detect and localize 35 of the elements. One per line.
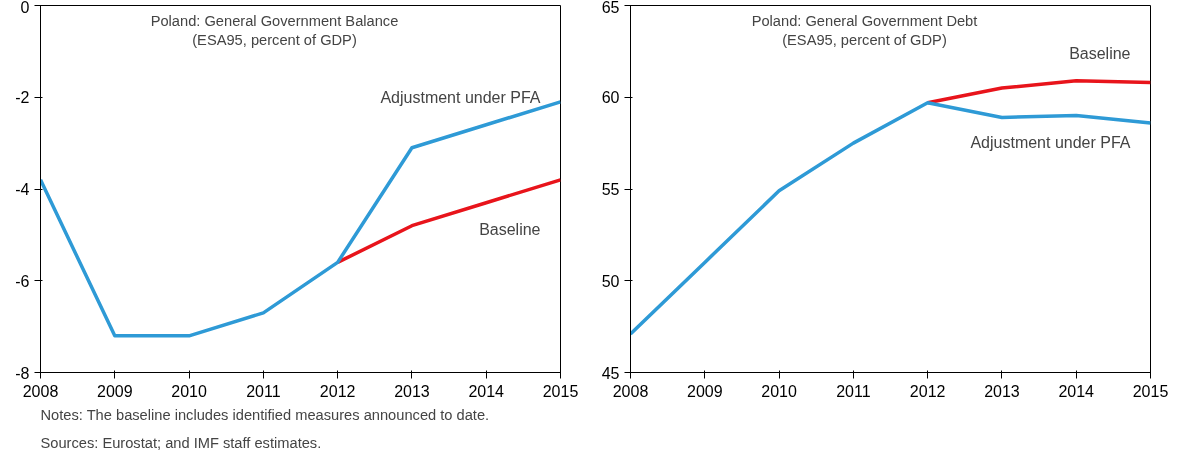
x-tick-label: 2012	[319, 382, 356, 400]
x-tick-label: 2013	[394, 382, 430, 400]
y-tick-label: -6	[15, 272, 30, 290]
x-tick-label: 2015	[1132, 382, 1169, 400]
text: Notes: The baseline includes identified measures announced to date.	[40, 406, 490, 423]
x-tick-label: 2008	[612, 382, 649, 400]
text: Poland: General Government Balance (ESA95, percent of GDP)	[150, 12, 399, 49]
text: Poland: General Government Debt (ESA95, percent of GDP)	[751, 12, 978, 49]
y-tick-label: -8	[15, 364, 30, 382]
y-tick-label: -4	[15, 181, 30, 198]
x-tick-label: 2011	[246, 382, 281, 400]
x-tick-label: 2013	[984, 382, 1020, 400]
x-tick-label: 2014	[468, 382, 505, 400]
y-tick-label: 55	[601, 181, 620, 198]
x-tick-label: 2009	[686, 382, 723, 400]
series-label: Adjustment under PFA	[380, 89, 541, 107]
y-tick-label: 45	[601, 364, 620, 382]
x-tick-label: 2010	[761, 382, 797, 400]
series-label: Baseline	[1069, 45, 1131, 63]
series-label: Adjustment under PFA	[970, 133, 1131, 151]
y-tick-label: 65	[601, 0, 620, 16]
y-tick-label: -2	[15, 89, 30, 107]
x-tick-label: 2011	[836, 382, 871, 400]
x-tick-label: 2010	[171, 382, 207, 400]
series-label: Baseline	[479, 221, 541, 239]
y-tick-label: 60	[601, 89, 620, 107]
x-tick-label: 2009	[96, 382, 133, 400]
x-tick-label: 2012	[909, 382, 946, 400]
x-tick-label: 2008	[22, 382, 59, 400]
source-note: Sources: Eurostat; and IMF staff estimates.	[40, 434, 322, 451]
x-tick-label: 2015	[542, 382, 579, 400]
line-series	[630, 101, 1151, 336]
x-tick-label: 2014	[1058, 382, 1095, 400]
y-tick-label: 0	[20, 0, 30, 16]
y-tick-label: 50	[601, 272, 620, 290]
